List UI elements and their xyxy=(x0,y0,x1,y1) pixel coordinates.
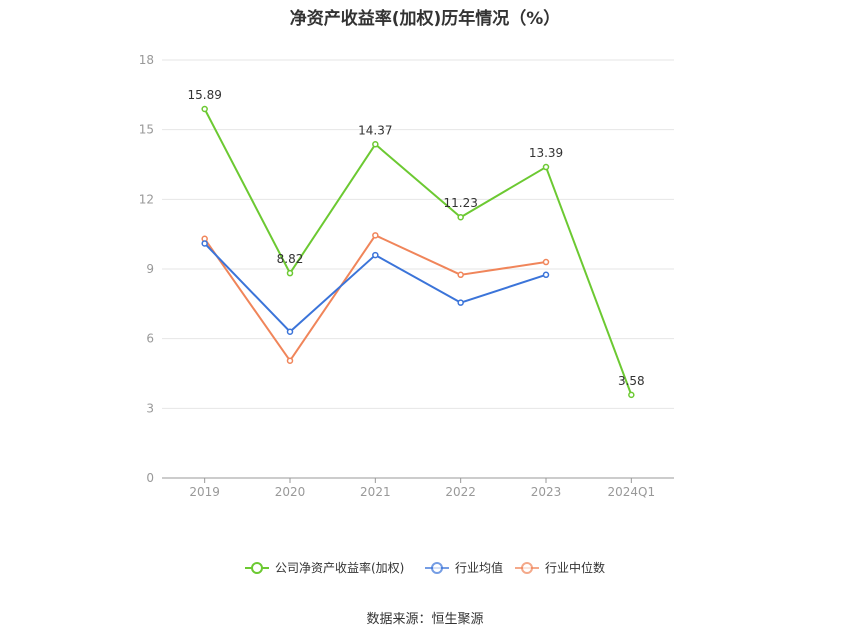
data-label: 8.82 xyxy=(277,252,304,266)
legend-label: 公司净资产收益率(加权) xyxy=(275,560,404,575)
series-line xyxy=(203,108,633,396)
legend-label: 行业中位数 xyxy=(545,560,605,575)
y-tick-label: 12 xyxy=(139,192,154,206)
legend-marker xyxy=(521,562,533,574)
y-tick-label: 6 xyxy=(146,332,154,346)
legend-label: 行业均值 xyxy=(455,560,503,575)
y-tick-label: 15 xyxy=(139,123,154,137)
y-tick-label: 18 xyxy=(139,53,154,67)
data-point xyxy=(286,269,294,277)
x-tick-label: 2022 xyxy=(445,485,476,499)
data-label: 11.23 xyxy=(443,196,477,210)
y-tick-label: 0 xyxy=(146,471,154,485)
y-tick-label: 3 xyxy=(146,401,154,415)
data-point xyxy=(286,328,294,335)
legend-marker xyxy=(251,562,263,574)
legend-marker xyxy=(431,562,443,574)
data-point xyxy=(372,232,379,239)
data-point xyxy=(542,258,550,266)
data-point xyxy=(372,251,379,259)
data-point xyxy=(201,105,208,113)
x-tick-label: 2021 xyxy=(360,485,391,499)
data-point xyxy=(457,299,464,306)
data-label: 13.39 xyxy=(529,146,563,160)
data-point xyxy=(201,240,208,247)
data-point xyxy=(542,163,550,171)
data-source: 数据来源：恒生聚源 xyxy=(366,612,484,627)
x-tick-label: 2023 xyxy=(531,485,562,499)
x-tick-label: 2020 xyxy=(275,485,306,499)
y-tick-label: 9 xyxy=(146,262,154,276)
data-label: 3.58 xyxy=(618,374,645,388)
x-tick-label: 2024Q1 xyxy=(608,485,656,499)
data-point xyxy=(457,271,464,279)
data-point xyxy=(457,213,464,221)
data-label: 14.37 xyxy=(358,123,392,137)
chart-title: 净资产收益率(加权)历年情况（%） xyxy=(289,9,561,29)
data-point xyxy=(542,271,550,279)
data-label: 15.89 xyxy=(187,88,221,102)
data-point xyxy=(628,391,635,399)
data-point xyxy=(372,141,379,148)
x-tick-label: 2019 xyxy=(189,485,220,499)
data-point xyxy=(286,357,294,364)
